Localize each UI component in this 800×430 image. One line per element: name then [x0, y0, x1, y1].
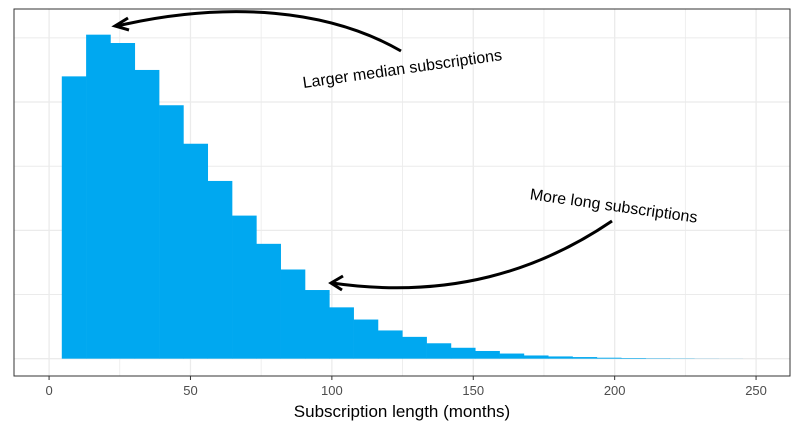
histogram-bar — [450, 347, 476, 359]
histogram-bar — [256, 243, 281, 359]
histogram-bar — [377, 330, 403, 359]
histogram-bar — [353, 319, 379, 359]
histogram-bar — [134, 69, 160, 359]
histogram-bar — [207, 180, 233, 359]
x-tick-label: 50 — [183, 383, 197, 398]
histogram-bar — [523, 355, 549, 359]
x-tick-label: 0 — [45, 383, 52, 398]
histogram-bar — [426, 343, 452, 359]
histogram-bar — [402, 336, 427, 359]
x-tick-label: 150 — [462, 383, 484, 398]
histogram-bar — [61, 76, 87, 359]
histogram-bar — [621, 358, 646, 359]
x-axis-label: Subscription length (months) — [294, 402, 510, 421]
histogram-bar — [86, 34, 111, 359]
panel-border — [13, 8, 791, 377]
histogram-bar — [232, 215, 257, 359]
x-tick-label: 100 — [321, 383, 343, 398]
bars — [61, 34, 744, 359]
x-tick-label: 200 — [604, 383, 626, 398]
arrow-long — [331, 219, 613, 290]
histogram-bar — [305, 290, 330, 359]
arrowhead-long — [328, 274, 344, 292]
histogram-bar — [183, 143, 209, 359]
histogram-bar — [159, 105, 184, 359]
histogram-bar — [548, 356, 573, 359]
histogram-bar — [499, 353, 525, 359]
histogram-bar — [475, 350, 500, 359]
histogram-bar — [280, 269, 306, 359]
histogram-bar — [110, 43, 136, 359]
histogram-bar — [329, 307, 354, 359]
histogram-bar — [596, 357, 622, 359]
arrowhead-median — [111, 16, 130, 32]
arrow-median — [116, 10, 402, 53]
x-tick-label: 250 — [745, 383, 767, 398]
x-axis: 0 50 100 150 200 250 — [45, 376, 767, 398]
histogram-bar — [572, 357, 598, 359]
